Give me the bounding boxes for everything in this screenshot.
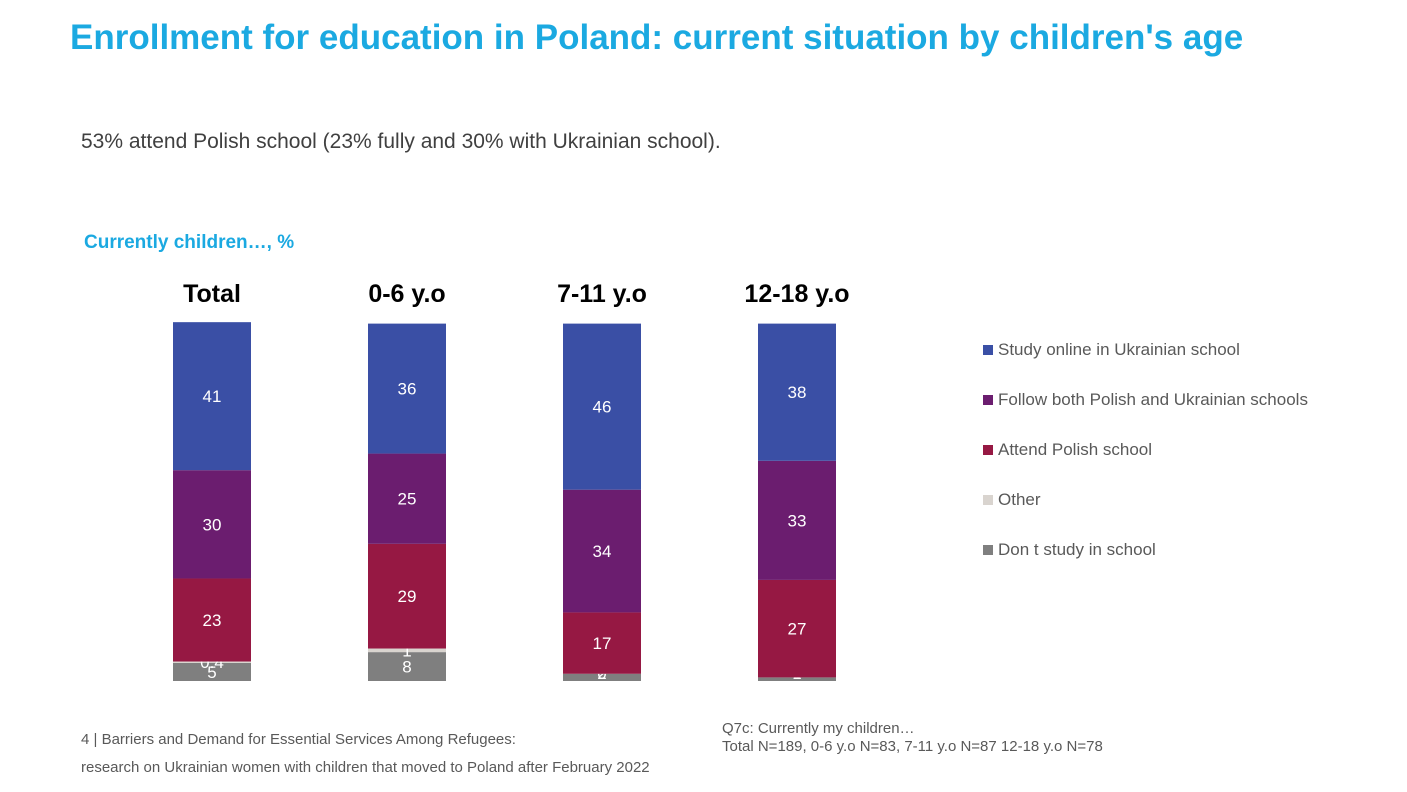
footer-sample: Total N=189, 0-6 y.o N=83, 7-11 y.o N=87… xyxy=(722,738,1103,755)
bar-segment-attend-polish-school xyxy=(563,612,641,674)
bar-segment-study-online-in-ukrainian-school xyxy=(173,322,251,471)
legend-label: Study online in Ukrainian school xyxy=(998,340,1240,359)
bar-segment-attend-polish-school xyxy=(173,578,251,662)
legend-item-study-online: Study online in Ukrainian school xyxy=(983,340,1308,360)
footer-page-line: 4 | Barriers and Demand for Essential Se… xyxy=(81,731,516,748)
legend-swatch xyxy=(983,495,993,505)
data-label-attend-polish-school: 23 xyxy=(203,611,222,630)
bar-segment-follow-both-polish-and-ukrainian-schools xyxy=(758,460,836,580)
footer-source: 4 | Barriers and Demand for Essential Se… xyxy=(81,726,650,782)
data-label-don-t-study-in-school: 8 xyxy=(402,658,411,677)
bar-segment-attend-polish-school xyxy=(368,543,446,649)
legend-swatch xyxy=(983,545,993,555)
legend-swatch xyxy=(983,445,993,455)
bar-segment-follow-both-polish-and-ukrainian-schools xyxy=(563,489,641,613)
legend-item-dont-study: Don t study in school xyxy=(983,540,1308,560)
bar-segment-study-online-in-ukrainian-school xyxy=(368,323,446,454)
legend-label: Follow both Polish and Ukrainian schools xyxy=(998,390,1308,409)
data-label-study-online-in-ukrainian-school: 46 xyxy=(593,398,612,417)
data-label-other: 1 xyxy=(402,641,411,660)
legend-label: Don t study in school xyxy=(998,540,1156,559)
data-label-follow-both-polish-and-ukrainian-schools: 30 xyxy=(203,515,222,534)
data-label-follow-both-polish-and-ukrainian-schools: 25 xyxy=(398,490,417,509)
legend-label: Attend Polish school xyxy=(998,440,1153,459)
legend-item-follow-both: Follow both Polish and Ukrainian schools xyxy=(983,390,1308,410)
legend-item-other: Other xyxy=(983,490,1308,510)
page-title: Enrollment for education in Poland: curr… xyxy=(70,18,1244,57)
legend-swatch xyxy=(983,395,993,405)
bar-segment-study-online-in-ukrainian-school xyxy=(563,323,641,490)
category-label-12-18-y-o: 12-18 y.o xyxy=(744,280,849,308)
footer-source-line: research on Ukrainian women with childre… xyxy=(81,759,650,776)
data-label-study-online-in-ukrainian-school: 38 xyxy=(788,383,807,402)
category-label-0-6-y-o: 0-6 y.o xyxy=(368,280,445,308)
legend-swatch xyxy=(983,345,993,355)
data-label-study-online-in-ukrainian-school: 41 xyxy=(203,387,222,406)
data-label-attend-polish-school: 17 xyxy=(593,634,612,653)
bar-segment-don-t-study-in-school xyxy=(758,677,836,681)
footer-notes: Q7c: Currently my children… Total N=189,… xyxy=(722,720,1103,756)
bar-segment-attend-polish-school xyxy=(758,579,836,678)
bar-segment-don-t-study-in-school xyxy=(563,673,641,681)
legend-label: Other xyxy=(998,490,1041,509)
data-label-don-t-study-in-school: 5 xyxy=(207,663,216,682)
bar-segment-follow-both-polish-and-ukrainian-schools xyxy=(173,470,251,579)
data-label-attend-polish-school: 27 xyxy=(788,620,807,639)
data-label-attend-polish-school: 29 xyxy=(398,587,417,606)
category-label-total: Total xyxy=(183,280,241,308)
chart-legend: Study online in Ukrainian school Follow … xyxy=(983,340,1308,590)
footer-question: Q7c: Currently my children… xyxy=(722,720,915,737)
data-label-follow-both-polish-and-ukrainian-schools: 33 xyxy=(788,511,807,530)
legend-item-attend-polish: Attend Polish school xyxy=(983,440,1308,460)
bar-segment-follow-both-polish-and-ukrainian-schools xyxy=(368,453,446,544)
chart-caption: Currently children…, % xyxy=(84,232,295,253)
bar-segment-don-t-study-in-school xyxy=(173,662,251,681)
bar-segment-other xyxy=(368,648,446,653)
bar-segment-other xyxy=(173,661,251,663)
bar-segment-study-online-in-ukrainian-school xyxy=(758,323,836,461)
data-label-study-online-in-ukrainian-school: 36 xyxy=(398,380,417,399)
category-label-7-11-y-o: 7-11 y.o xyxy=(557,280,647,308)
data-label-follow-both-polish-and-ukrainian-schools: 34 xyxy=(593,542,612,561)
bar-segment-don-t-study-in-school xyxy=(368,652,446,681)
key-finding: 53% attend Polish school (23% fully and … xyxy=(81,130,721,153)
